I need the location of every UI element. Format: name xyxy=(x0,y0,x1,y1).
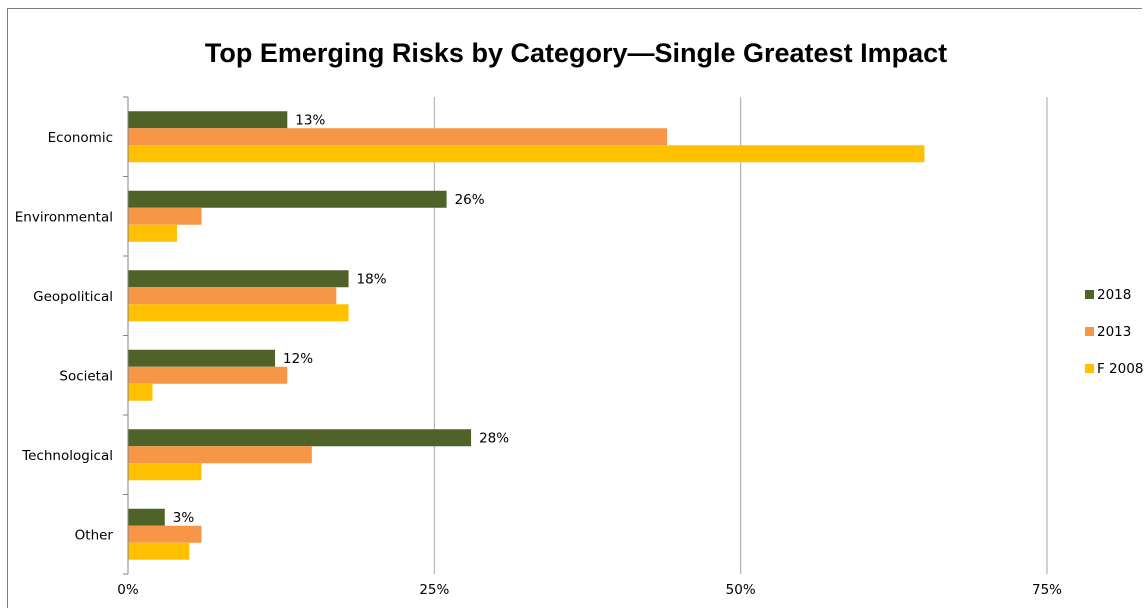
bar-2018 xyxy=(128,349,276,367)
bar-2018 xyxy=(128,429,472,447)
category-label: Technological xyxy=(21,448,113,464)
category-label: Other xyxy=(75,527,114,543)
bar-2013 xyxy=(128,207,202,225)
axes: 0% 25% 50% 75% Economic Environmental Geopolit… xyxy=(15,96,1062,598)
bar-2013 xyxy=(128,128,668,146)
grid xyxy=(433,97,1048,574)
legend-label: F 2008 xyxy=(1097,361,1143,377)
chart-frame: Top Emerging Risks by Category—Single Gr… xyxy=(7,8,1143,608)
x-tick-label: 75% xyxy=(1032,582,1062,598)
data-label: 26% xyxy=(455,192,485,208)
legend-label: 2018 xyxy=(1097,287,1131,303)
x-tick-label: 25% xyxy=(419,582,449,598)
bar-f-2008 xyxy=(128,145,925,163)
bar-2013 xyxy=(128,287,337,305)
legend-swatch xyxy=(1085,364,1094,373)
bar-f-2008 xyxy=(128,224,178,242)
data-label: 28% xyxy=(479,430,509,446)
legend-label: 2013 xyxy=(1097,324,1131,340)
data-label: 12% xyxy=(283,351,313,367)
legend-swatch xyxy=(1085,327,1094,336)
bar-f-2008 xyxy=(128,463,202,481)
category-label: Economic xyxy=(48,130,113,146)
bar-2013 xyxy=(128,366,288,384)
data-label: 3% xyxy=(173,510,195,526)
category-label: Geopolitical xyxy=(33,289,113,305)
bars: 13% 26% 18% 12% 28% 3% xyxy=(128,111,925,560)
bar-2018 xyxy=(128,111,288,129)
bar-2018 xyxy=(128,270,349,288)
bar-f-2008 xyxy=(128,542,190,560)
chart: Top Emerging Risks by Category—Single Gr… xyxy=(15,38,1143,598)
bar-2013 xyxy=(128,446,312,464)
category-label: Societal xyxy=(59,368,113,384)
bar-2018 xyxy=(128,508,165,526)
data-label: 18% xyxy=(357,271,387,287)
legend-swatch xyxy=(1085,290,1094,299)
bar-2013 xyxy=(128,525,202,543)
x-tick-label: 50% xyxy=(726,582,756,598)
data-label: 13% xyxy=(295,112,325,128)
bar-f-2008 xyxy=(128,304,349,322)
bar-f-2008 xyxy=(128,383,153,401)
category-label: Environmental xyxy=(15,209,113,225)
chart-title: Top Emerging Risks by Category—Single Gr… xyxy=(205,38,947,68)
legend: 2018 2013 F 2008 xyxy=(1085,287,1143,377)
bar-2018 xyxy=(128,190,447,208)
x-tick-label: 0% xyxy=(117,582,139,598)
